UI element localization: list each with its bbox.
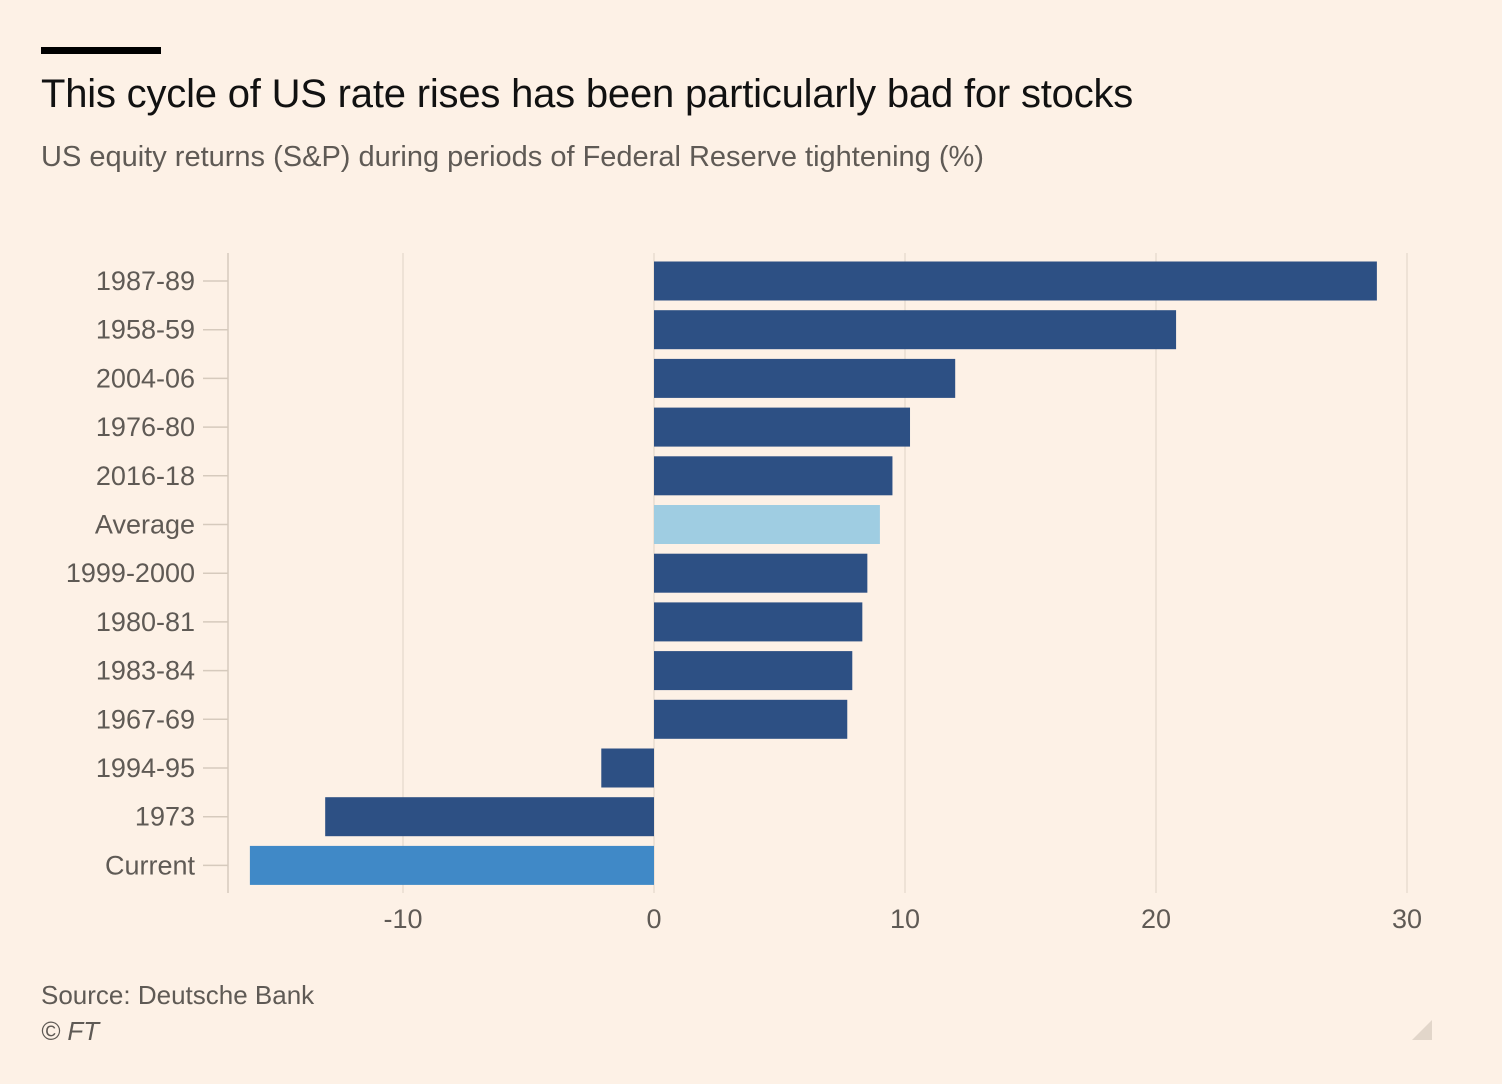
category-label: Current [105,850,196,880]
x-tick-label: 0 [646,904,661,934]
category-label: 1999-2000 [66,558,195,588]
x-tick-label: 30 [1392,904,1422,934]
category-labels: 1987-89 1958-59 2004-06 1976-80 2016-18 Avera… [66,266,196,880]
bar-2004-06 [654,358,956,398]
copyright-note: © FT [41,1016,100,1046]
chart-title: This cycle of US rate rises has been par… [41,72,1134,116]
top-rule [41,47,161,54]
bar-1973 [325,797,654,837]
category-label: 1976-80 [96,412,195,442]
x-tick-label: -10 [383,904,422,934]
x-tick-label: 20 [1141,904,1171,934]
category-label: 1987-89 [96,266,195,296]
x-axis-ticks: -10 0 10 20 30 [383,904,1422,934]
bar-average [654,505,880,544]
bar-1967-69 [654,699,848,739]
bar-1994-95 [601,748,654,788]
bar-current [249,845,654,885]
chart-subtitle: US equity returns (S&P) during periods o… [41,141,984,173]
bar-1987-89 [654,261,1377,301]
bar-1958-59 [654,310,1177,350]
category-label: 2016-18 [96,461,195,491]
category-label: 1967-69 [96,704,195,734]
category-label: 1980-81 [96,607,195,637]
category-label: 1983-84 [96,656,195,686]
x-tick-label: 10 [890,904,920,934]
bar-1980-81 [654,602,863,642]
resize-corner-icon[interactable] [1412,1020,1432,1040]
bar-2016-18 [654,456,893,496]
bars [249,261,1377,885]
bar-1999-2000 [654,553,868,593]
category-label: 1958-59 [96,315,195,345]
source-note: Source: Deutsche Bank [41,980,315,1010]
category-label: Average [95,510,195,540]
category-label: 1994-95 [96,753,195,783]
category-label: 1973 [135,802,195,832]
bar-1976-80 [654,407,911,447]
bar-1983-84 [654,651,853,691]
category-label: 2004-06 [96,363,195,393]
